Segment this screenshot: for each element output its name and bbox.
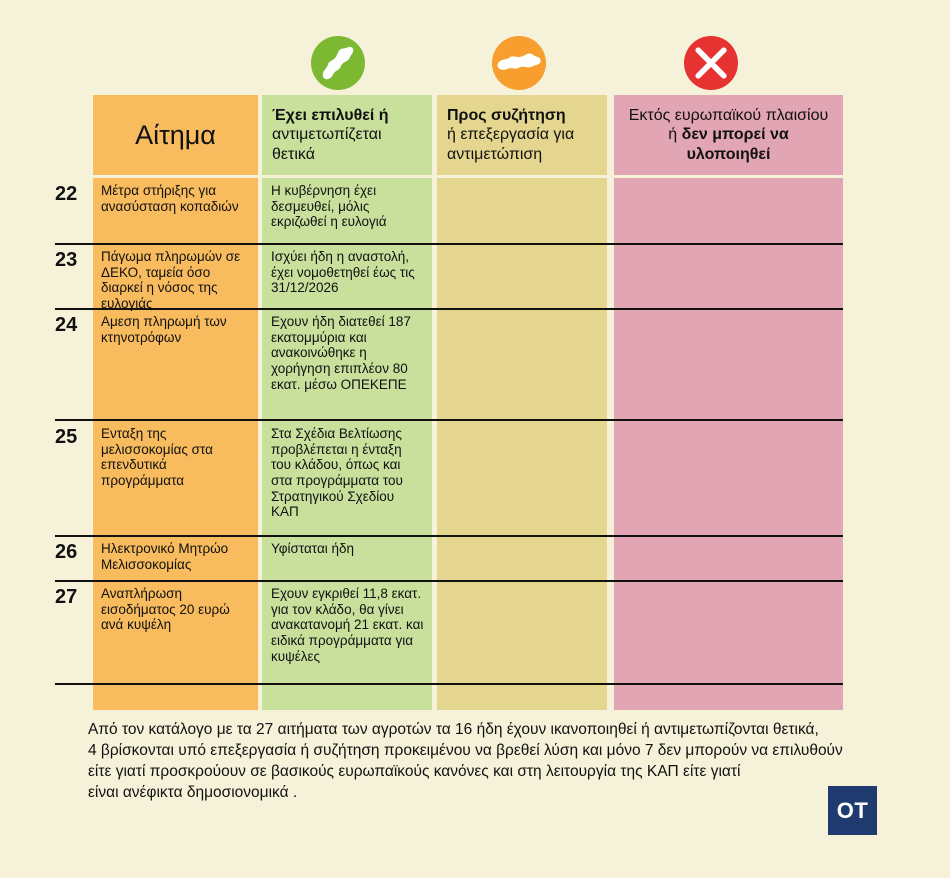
rejected-header-pre: Εκτός ευρωπαϊκού πλαισίου ή: [628, 107, 829, 144]
request-header-label: Αίτημα: [135, 119, 216, 150]
discussion-header-rest: ή επεξεργασία για αντιμετώπιση: [447, 126, 575, 163]
row-number: 24: [55, 314, 78, 336]
row-number: 27: [55, 586, 78, 608]
footer-summary-text: Από τον κατάλογο με τα 27 αιτήματα των α…: [88, 721, 843, 801]
row-separator: [55, 535, 843, 537]
row-number: 22: [55, 183, 78, 205]
column-header-request: Αίτημα: [93, 95, 258, 175]
ot-logo: OT: [828, 786, 877, 835]
resolved-cell: Υφίσταται ήδη: [271, 541, 355, 556]
rejected-header-text: Εκτός ευρωπαϊκού πλαισίου ή δεν μπορεί ν…: [626, 106, 831, 164]
row-number: 25: [55, 426, 78, 448]
rejected-header-bold: δεν μπορεί να υλοποιηθεί: [681, 126, 789, 163]
request-cell: Αμεση πληρωμή των κτηνοτρόφων: [101, 314, 227, 345]
resolved-cell: Στα Σχέδια Βελτίωσης προβλέπεται η ένταξ…: [271, 426, 403, 520]
resolved-cell: Ισχύει ήδη η αναστολή, έχει νομοθετηθεί …: [271, 249, 415, 296]
green-island-check-icon: [311, 36, 365, 90]
resolved-cell: Η κυβέρνηση έχει δεσμευθεί, μόλις εκριζω…: [271, 183, 387, 230]
row-separator: [55, 683, 843, 685]
resolved-header-bold: Έχει επιλυθεί ή: [272, 107, 389, 125]
request-cell: Μέτρα στήριξης για ανασύσταση κοπαδιών: [101, 183, 239, 214]
resolved-header-rest: αντιμετωπίζεται θετικά: [272, 126, 382, 163]
discussion-column-band: [437, 178, 607, 710]
row-separator: [55, 419, 843, 421]
request-cell: Ηλεκτρονικό Μητρώο Μελισσοκομίας: [101, 541, 229, 572]
rejected-column-band: [614, 178, 843, 710]
discussion-header-bold: Προς συζήτηση: [447, 107, 566, 125]
orange-island-icon: [492, 36, 546, 90]
column-header-discussion: Προς συζήτηση ή επεξεργασία για αντιμετώ…: [437, 95, 607, 175]
column-header-rejected: Εκτός ευρωπαϊκού πλαισίου ή δεν μπορεί ν…: [614, 95, 843, 175]
request-column-band: [93, 178, 258, 710]
row-separator: [55, 580, 843, 582]
resolved-column-band: [262, 178, 432, 710]
red-x-icon: [684, 36, 738, 90]
request-cell: Ενταξη της μελισσοκομίας στα επενδυτικά …: [101, 426, 213, 488]
request-cell: Αναπλήρωση εισοδήματος 20 ευρώ ανά κυψέλ…: [101, 586, 230, 633]
row-separator: [55, 308, 843, 310]
column-header-resolved: Έχει επιλυθεί ή αντιμετωπίζεται θετικά: [262, 95, 432, 175]
resolved-cell: Εχουν εγκριθεί 11,8 εκατ. για τον κλάδο,…: [271, 586, 424, 664]
row-number: 26: [55, 541, 78, 563]
request-cell: Πάγωμα πληρωμών σε ΔΕΚΟ, ταμεία όσο διαρ…: [101, 249, 241, 311]
row-number: 23: [55, 249, 78, 271]
resolved-cell: Εχουν ήδη διατεθεί 187 εκατομμύρια και α…: [271, 314, 411, 392]
row-separator: [55, 243, 843, 245]
